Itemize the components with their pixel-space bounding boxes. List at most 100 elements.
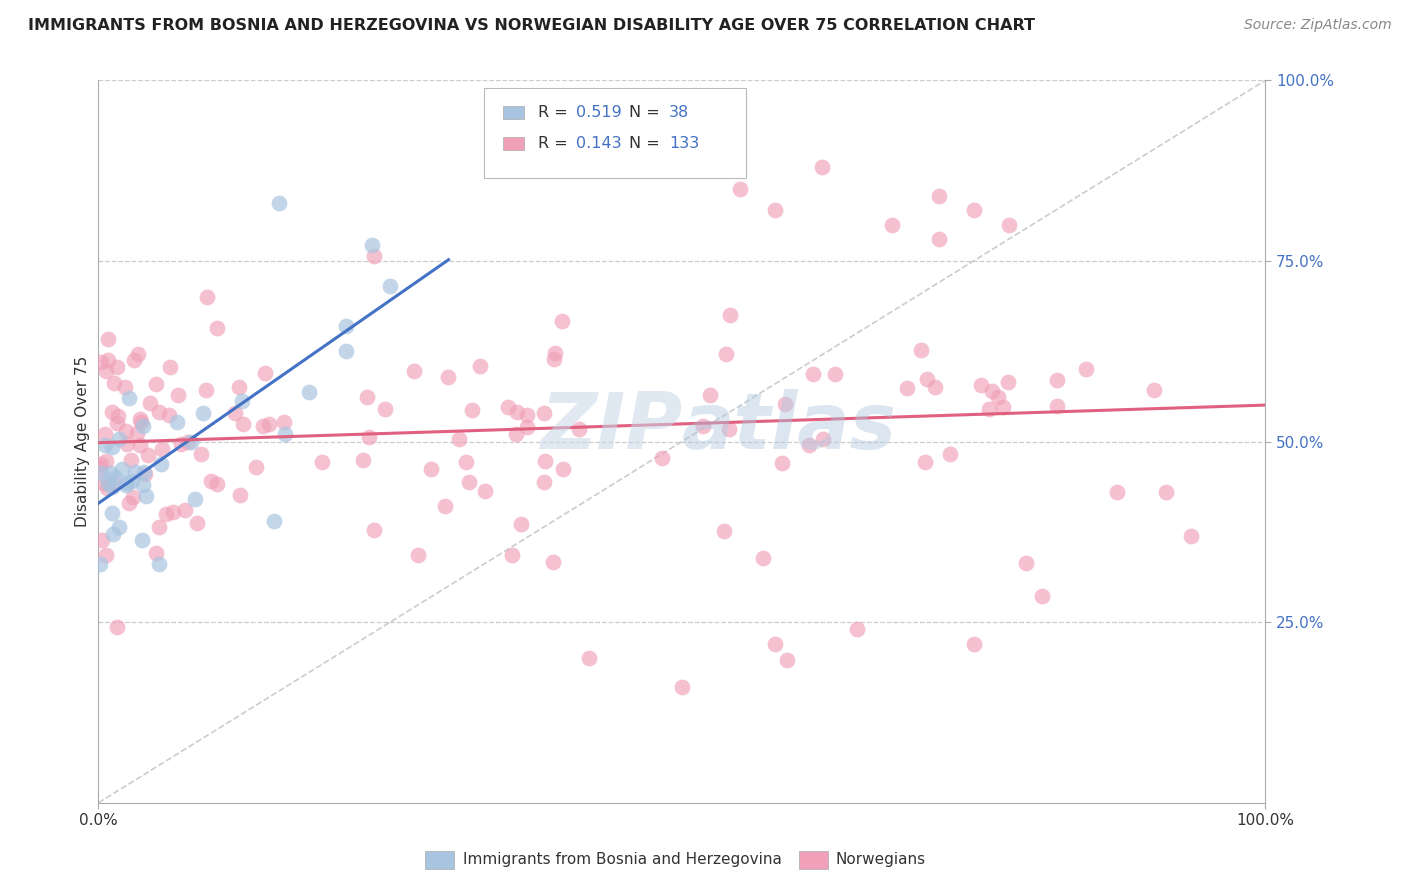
Point [101, 480, 124, 494]
Point [107, 520, 129, 534]
Point [763, 203, 786, 218]
Text: 0.519: 0.519 [575, 105, 621, 120]
Point [363, 249, 385, 263]
Point [801, 367, 824, 381]
Point [962, 203, 984, 218]
Point [969, 377, 991, 392]
Point [335, 344, 357, 359]
Point [94, 427, 117, 442]
Text: 0.143: 0.143 [575, 136, 621, 151]
Point [184, 491, 207, 506]
Point [89, 461, 111, 475]
Point [981, 384, 1004, 398]
Point [103, 475, 125, 490]
Text: IMMIGRANTS FROM BOSNIA AND HERZEGOVINA VS NORWEGIAN DISABILITY AGE OVER 75 CORRE: IMMIGRANTS FROM BOSNIA AND HERZEGOVINA V… [28, 18, 1035, 33]
Text: Immigrants from Bosnia and Herzegovina: Immigrants from Bosnia and Herzegovina [463, 853, 782, 867]
Point [170, 436, 193, 450]
Point [378, 279, 401, 293]
Point [534, 454, 557, 468]
Point [94, 364, 117, 378]
Point [148, 405, 170, 419]
Point [228, 488, 250, 502]
Point [363, 524, 385, 538]
Point [1046, 373, 1069, 387]
Point [97, 476, 120, 491]
Point [402, 364, 425, 378]
Point [254, 366, 277, 380]
Point [129, 416, 152, 430]
Point [1031, 589, 1053, 603]
Text: R =: R = [538, 105, 574, 120]
Point [374, 402, 396, 417]
Point [115, 477, 138, 491]
Point [987, 390, 1010, 404]
Point [910, 343, 932, 358]
Point [135, 489, 157, 503]
Point [101, 440, 124, 454]
Point [149, 458, 172, 472]
Point [101, 405, 124, 419]
Point [139, 396, 162, 410]
Point [692, 419, 714, 434]
Point [533, 475, 555, 490]
Point [122, 490, 145, 504]
Point [578, 651, 600, 665]
Point [97, 332, 120, 346]
Point [770, 457, 793, 471]
Point [436, 370, 458, 384]
Point [228, 380, 250, 394]
Text: ZIP: ZIP [540, 389, 682, 465]
Point [194, 383, 217, 397]
Point [207, 321, 229, 335]
Point [505, 405, 527, 419]
Point [205, 476, 228, 491]
Point [105, 620, 128, 634]
Point [1014, 556, 1036, 570]
Point [406, 548, 429, 562]
Point [543, 555, 565, 569]
Point [134, 467, 156, 481]
Point [846, 623, 869, 637]
Point [651, 451, 673, 466]
Point [103, 376, 125, 391]
Point [155, 507, 177, 521]
Text: N =: N = [630, 105, 665, 120]
Point [245, 459, 267, 474]
Point [752, 550, 775, 565]
Point [200, 474, 222, 488]
Point [713, 524, 735, 539]
Point [776, 653, 799, 667]
Point [103, 526, 125, 541]
Point [145, 377, 167, 392]
Point [928, 232, 950, 246]
Point [311, 455, 333, 469]
Point [1045, 399, 1067, 413]
Point [915, 371, 938, 385]
Point [551, 314, 574, 328]
Text: Norwegians: Norwegians [837, 853, 927, 867]
Point [997, 218, 1019, 232]
Point [420, 462, 443, 476]
Point [132, 478, 155, 492]
Point [554, 160, 576, 174]
Point [717, 422, 740, 436]
Point [231, 394, 253, 409]
Point [94, 454, 117, 468]
Text: 133: 133 [669, 136, 699, 151]
Y-axis label: Disability Age Over 75: Disability Age Over 75 [75, 356, 90, 527]
Point [461, 403, 484, 417]
Point [174, 503, 197, 517]
Point [1105, 485, 1128, 500]
Point [533, 406, 555, 420]
Point [824, 368, 846, 382]
Point [107, 409, 129, 423]
Point [335, 319, 357, 334]
Point [914, 455, 936, 469]
Point [91, 533, 114, 548]
Text: Source: ZipAtlas.com: Source: ZipAtlas.com [1244, 18, 1392, 32]
Point [129, 438, 152, 452]
Point [730, 182, 752, 196]
Bar [425, 851, 454, 870]
Point [496, 400, 519, 414]
Point [93, 475, 115, 490]
